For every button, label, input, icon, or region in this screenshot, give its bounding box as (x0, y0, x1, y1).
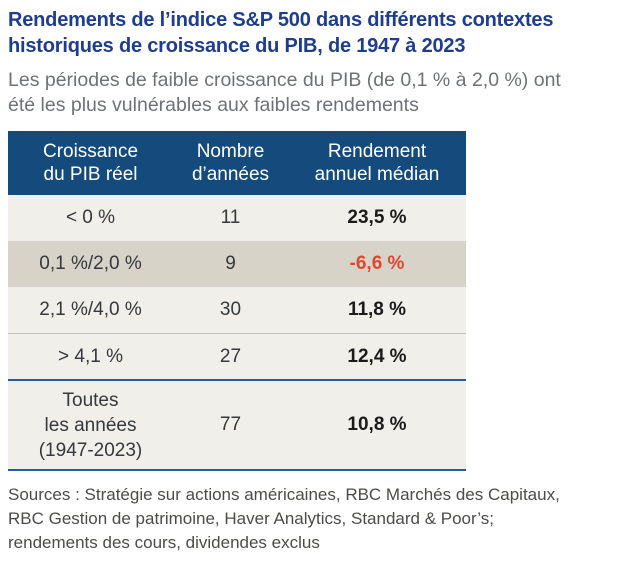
page-title-line-1: Rendements de l’indice S&P 500 dans diff… (8, 9, 554, 31)
median-return-cell: 23,5 % (347, 207, 407, 228)
table-row: > 4,1 % 27 12,4 % (8, 333, 466, 379)
total-label-line-1: Toutes (62, 389, 119, 411)
median-return-cell: 11,8 % (347, 299, 407, 320)
subtitle: Les périodes de faible croissance du PIB… (8, 68, 616, 118)
page-title-line-2: historiques de croissance du PIB, de 194… (8, 35, 466, 57)
gdp-returns-table: Croissance du PIB réel Nombre d’années R… (8, 131, 466, 471)
subtitle-line-2: été les plus vulnérables aux faibles ren… (8, 94, 419, 116)
table-row-highlighted: 0,1 %/2,0 % 9 -6,6 % (8, 241, 466, 287)
table-row: 2,1 %/4,0 % 30 11,8 % (8, 287, 466, 333)
years-count-cell: 27 (219, 345, 242, 367)
table-header-row: Croissance du PIB réel Nombre d’années R… (8, 131, 466, 195)
total-label-line-2: les années (44, 414, 137, 436)
header-gdp-growth: Croissance du PIB réel (8, 140, 173, 186)
header-median-return: Rendement annuel médian (288, 140, 466, 186)
sources-line-3: rendements des cours, dividendes exclus (8, 533, 320, 552)
growth-range-cell: 0,1 %/2,0 % (39, 253, 142, 274)
total-years-count-cell: 77 (219, 414, 242, 435)
growth-range-cell: < 0 % (65, 207, 116, 228)
sources-line-1: Sources : Stratégie sur actions américai… (8, 485, 560, 504)
median-return-cell: 12,4 % (347, 345, 407, 367)
total-median-return-cell: 10,8 % (347, 414, 407, 435)
sources-note: Sources : Stratégie sur actions américai… (8, 483, 616, 555)
header-gdp-growth-line-2: du PIB réel (43, 164, 138, 185)
subtitle-line-1: Les périodes de faible croissance du PIB… (8, 69, 561, 91)
header-median-return-line-2: annuel médian (314, 164, 440, 185)
table-total-row: Toutes les années (1947-2023) 77 10,8 % (8, 379, 466, 471)
header-median-return-line-1: Rendement (327, 141, 427, 162)
sources-line-2: RBC Gestion de patrimoine, Haver Analyti… (8, 509, 494, 528)
header-num-years-line-2: d’années (191, 164, 270, 185)
years-count-cell: 30 (219, 299, 242, 320)
growth-range-cell: > 4,1 % (58, 345, 123, 367)
table-row: < 0 % 11 23,5 % (8, 195, 466, 241)
header-num-years: Nombre d’années (173, 140, 288, 186)
total-label: Toutes les années (1947-2023) (8, 388, 173, 463)
page-title: Rendements de l’indice S&P 500 dans diff… (8, 7, 616, 59)
years-count-cell: 11 (220, 207, 241, 228)
header-num-years-line-1: Nombre (196, 141, 265, 162)
header-gdp-growth-line-1: Croissance (42, 141, 139, 162)
total-label-line-3: (1947-2023) (38, 439, 143, 461)
median-return-cell-negative: -6,6 % (349, 253, 405, 274)
growth-range-cell: 2,1 %/4,0 % (39, 299, 142, 320)
years-count-cell: 9 (225, 253, 236, 274)
